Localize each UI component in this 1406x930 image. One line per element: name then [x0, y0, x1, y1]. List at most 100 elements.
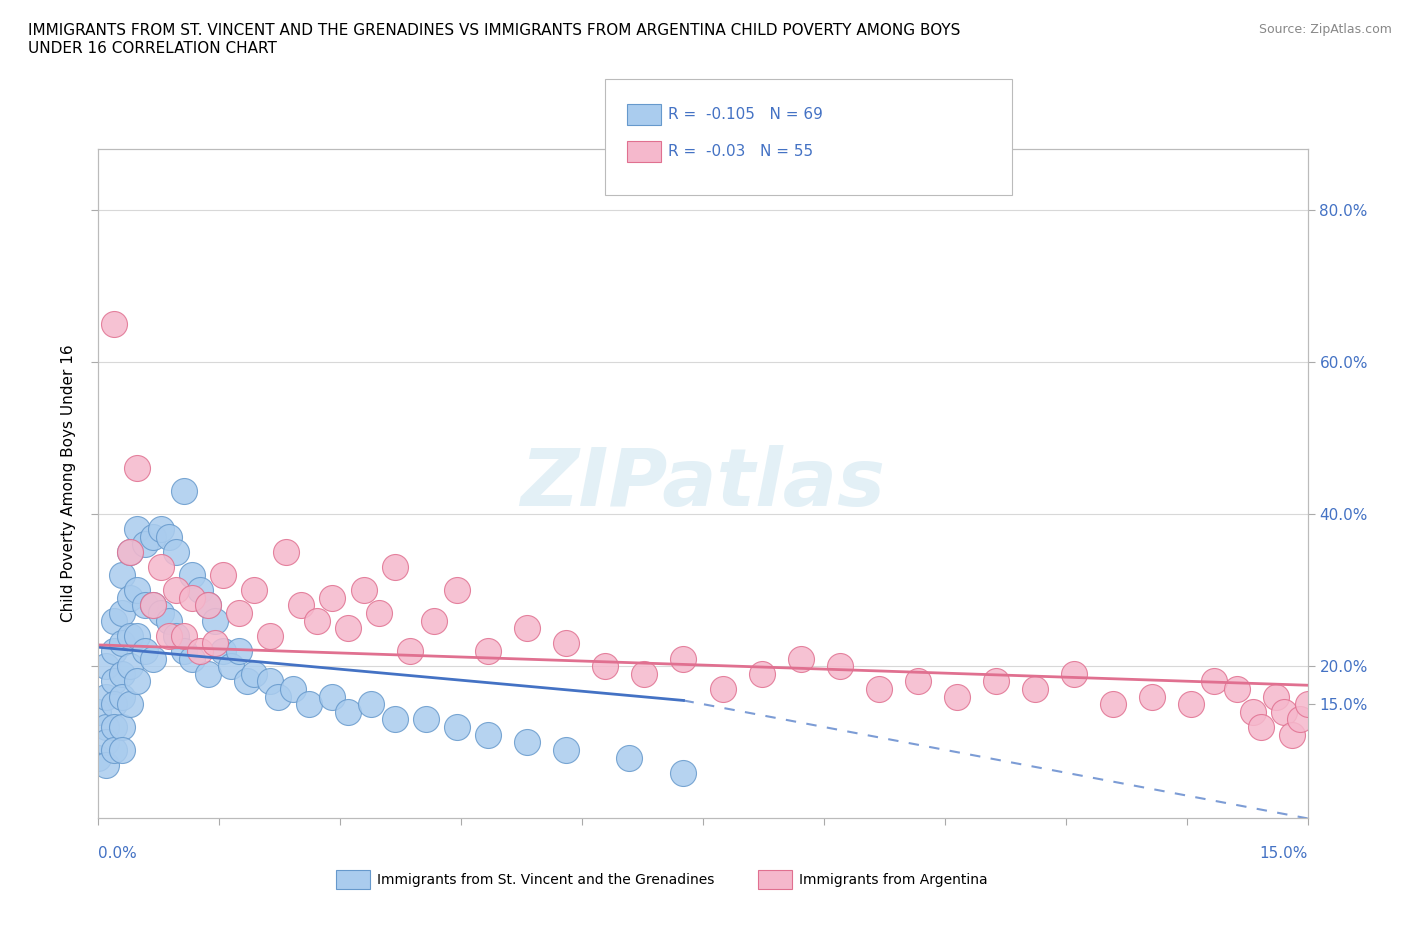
Point [118, 545, 141, 560]
Point [181, 567, 204, 582]
Point [157, 529, 180, 544]
Point [118, 697, 141, 711]
Point [134, 598, 156, 613]
Point [118, 658, 141, 673]
Point [353, 583, 375, 598]
Point [197, 667, 219, 682]
Point [96, 689, 118, 704]
Point [283, 682, 305, 697]
Point [516, 735, 538, 750]
Point [111, 567, 134, 582]
Point [103, 742, 125, 757]
Point [219, 658, 242, 673]
Point [149, 560, 172, 575]
Point [111, 720, 134, 735]
Point [243, 667, 266, 682]
Point [127, 674, 149, 689]
Point [181, 651, 204, 666]
Point [360, 697, 382, 711]
Point [165, 629, 187, 644]
Point [127, 522, 149, 537]
Point [1250, 720, 1272, 735]
Point [243, 583, 266, 598]
Point [1024, 682, 1046, 697]
Point [1101, 697, 1123, 711]
Point [828, 658, 851, 673]
Point [134, 537, 156, 551]
Point [446, 720, 468, 735]
Point [142, 529, 165, 544]
Point [368, 605, 391, 620]
Point [321, 689, 343, 704]
Point [1296, 697, 1319, 711]
Point [149, 522, 172, 537]
Point [173, 644, 195, 658]
Point [1202, 674, 1225, 689]
Point [142, 598, 165, 613]
Point [789, 651, 811, 666]
Point [111, 689, 134, 704]
Point [103, 674, 125, 689]
Point [188, 644, 211, 658]
Point [259, 629, 281, 644]
Point [672, 765, 695, 780]
Point [173, 484, 195, 498]
Point [197, 598, 219, 613]
Point [103, 316, 125, 331]
Point [617, 751, 640, 765]
Point [96, 720, 118, 735]
Point [228, 644, 250, 658]
Point [423, 613, 446, 628]
Point [103, 697, 125, 711]
Point [298, 697, 321, 711]
Point [228, 605, 250, 620]
Point [305, 613, 328, 628]
Text: Immigrants from St. Vincent and the Grenadines: Immigrants from St. Vincent and the Gren… [377, 873, 714, 887]
Point [118, 591, 141, 605]
Point [384, 712, 406, 727]
Point [477, 644, 499, 658]
Point [274, 545, 297, 560]
Point [103, 644, 125, 658]
Point [96, 658, 118, 673]
Point [337, 704, 360, 719]
Point [103, 613, 125, 628]
Point [446, 583, 468, 598]
Point [1272, 704, 1295, 719]
Point [1140, 689, 1163, 704]
Y-axis label: Child Poverty Among Boys Under 16: Child Poverty Among Boys Under 16 [60, 345, 76, 622]
Text: IMMIGRANTS FROM ST. VINCENT AND THE GRENADINES VS IMMIGRANTS FROM ARGENTINA CHIL: IMMIGRANTS FROM ST. VINCENT AND THE GREN… [28, 23, 960, 56]
Point [142, 651, 165, 666]
Point [555, 742, 578, 757]
Point [633, 667, 655, 682]
Point [321, 591, 343, 605]
Point [118, 629, 141, 644]
Point [111, 605, 134, 620]
Point [477, 727, 499, 742]
Point [337, 620, 360, 635]
Point [204, 613, 226, 628]
Point [751, 667, 773, 682]
Point [212, 644, 235, 658]
Text: ZIPatlas: ZIPatlas [520, 445, 886, 523]
Text: Source: ZipAtlas.com: Source: ZipAtlas.com [1258, 23, 1392, 36]
Point [96, 735, 118, 750]
Point [1288, 712, 1310, 727]
Point [907, 674, 929, 689]
Point [173, 629, 195, 644]
Point [111, 636, 134, 651]
Point [711, 682, 734, 697]
Point [259, 674, 281, 689]
Point [111, 667, 134, 682]
Point [555, 636, 578, 651]
Point [149, 605, 172, 620]
Point [142, 598, 165, 613]
Text: R =  -0.03   N = 55: R = -0.03 N = 55 [668, 144, 813, 159]
Point [165, 545, 187, 560]
Point [1063, 667, 1085, 682]
Point [984, 674, 1007, 689]
Point [1180, 697, 1202, 711]
Point [157, 613, 180, 628]
Point [516, 620, 538, 635]
Point [945, 689, 967, 704]
